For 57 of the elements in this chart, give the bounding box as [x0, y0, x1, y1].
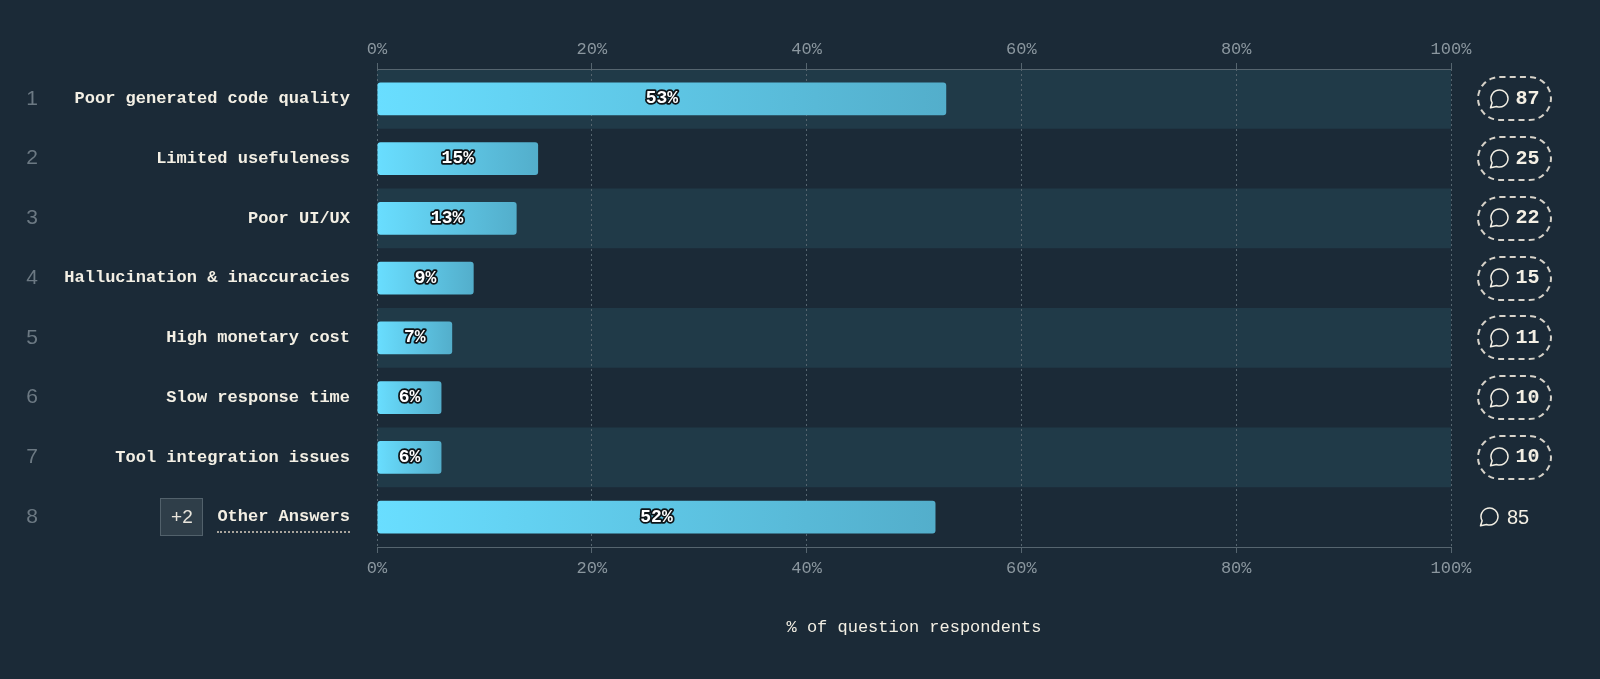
x2-tick-label: 80%: [1220, 558, 1253, 578]
x-axis-title: % of question respondents: [786, 618, 1042, 638]
badge: +2: [160, 498, 204, 537]
text: 8: [26, 503, 38, 527]
dashed-pill: 87: [1477, 76, 1552, 122]
data-label: 6%: [398, 387, 421, 408]
y2-tick-label: 85: [1507, 505, 1530, 530]
text: 1: [26, 85, 38, 109]
text: 3: [26, 205, 38, 229]
y2-tick-label: 25: [1515, 146, 1540, 171]
x-tick-label: 100%: [1430, 40, 1473, 60]
dashed-pill: 11: [1477, 315, 1552, 361]
x2-tick-label: 40%: [791, 558, 823, 578]
dashed-pill: 22: [1477, 195, 1552, 241]
x-tick-label: 80%: [1220, 40, 1253, 60]
y2-tick-label: 11: [1515, 325, 1540, 350]
y-tick-label: Tool integration issues: [115, 447, 350, 467]
x-tick-label: 20%: [576, 40, 608, 60]
data-label: 6%: [398, 446, 421, 467]
y-tick-label: Poor generated code quality: [74, 89, 350, 109]
y2-tick-label: 10: [1515, 385, 1540, 410]
data-label: 15%: [441, 148, 475, 169]
x2-tick-label: 100%: [1430, 558, 1473, 578]
x-tick-label: 0%: [366, 40, 388, 60]
text: 7: [26, 444, 38, 468]
y-tick-label: Hallucination & inaccuracies: [64, 268, 350, 288]
text: 4: [26, 264, 39, 288]
dashed-pill: 15: [1477, 255, 1552, 301]
dashed-pill: 25: [1477, 136, 1552, 182]
y2-tick-label: 87: [1515, 86, 1540, 111]
y-tick-label: Limited usefuleness: [156, 148, 350, 168]
text: 2: [26, 145, 38, 169]
dashed-pill: 10: [1477, 434, 1552, 480]
y-tick-label: Other Answers: [217, 507, 350, 527]
y-tick-label: Poor UI/UX: [247, 208, 351, 228]
x2-tick-label: 60%: [1006, 558, 1038, 578]
data-label: 52%: [640, 506, 673, 527]
bar: [377, 202, 517, 235]
bar: [377, 500, 936, 534]
text: 6: [26, 384, 38, 408]
y-tick-label: Slow response time: [166, 387, 350, 407]
x-tick-label: 40%: [791, 40, 823, 60]
data-label: 9%: [414, 267, 437, 288]
text: 5: [26, 324, 38, 348]
x2-tick-label: 0%: [366, 558, 388, 578]
data-label: 7%: [404, 327, 426, 348]
data-label: 13%: [430, 207, 464, 228]
y-tick-label: High monetary cost: [166, 328, 350, 348]
x-tick-label: 60%: [1006, 40, 1038, 60]
bar: [377, 142, 539, 175]
x2-tick-label: 20%: [576, 558, 608, 578]
dashed-pill: 10: [1477, 375, 1552, 421]
y2-tick-label: 22: [1515, 206, 1540, 231]
y2-tick-label: 15: [1515, 266, 1540, 291]
y2-tick-label: 10: [1515, 445, 1540, 470]
data-label: 53%: [645, 88, 679, 109]
bar: [377, 82, 947, 116]
